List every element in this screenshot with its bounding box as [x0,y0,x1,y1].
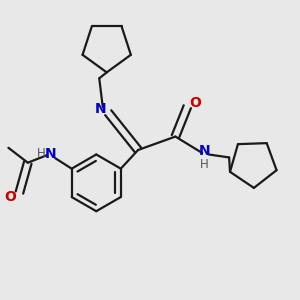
Text: N: N [199,145,211,158]
Text: N: N [95,102,106,116]
Text: H: H [37,147,45,160]
Text: H: H [200,158,209,171]
Text: N: N [45,147,57,161]
Text: O: O [4,190,16,204]
Text: O: O [190,96,202,110]
